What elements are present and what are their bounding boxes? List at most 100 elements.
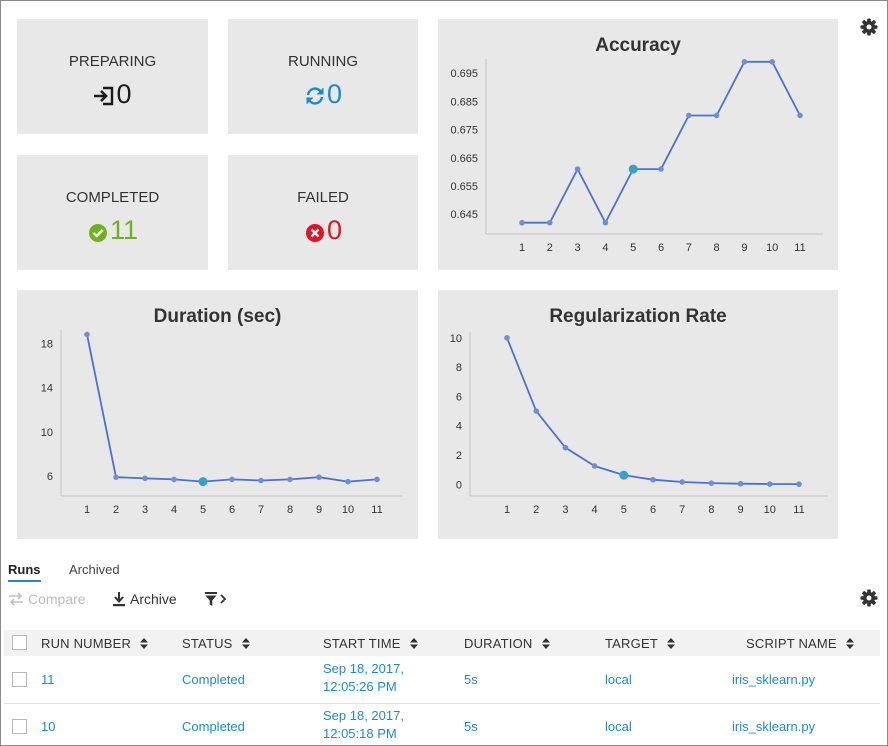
data-point[interactable] [658,166,664,172]
data-point[interactable] [519,219,525,226]
running-label: RUNNING [288,53,358,70]
tab-archived[interactable]: Archived [69,562,120,577]
series-line [522,60,801,225]
x-tick-label: 4 [602,242,608,254]
data-point[interactable] [619,470,629,480]
preparing-count: 0 [116,79,132,109]
data-point[interactable] [797,112,803,119]
sort-icon [140,638,149,649]
script-name-link[interactable]: iris_sklearn.py [732,719,816,734]
header-script-name[interactable]: SCRIPT NAME [746,636,854,651]
failed-value-wrap: 0 [228,215,418,245]
status-link[interactable]: Completed [182,719,245,734]
archive-button[interactable]: Archive [112,591,177,607]
sort-icon [241,638,250,649]
data-point[interactable] [591,463,598,469]
start-time-link[interactable]: Sep 18, 2017, 12:05:26 PM [323,660,404,696]
data-point[interactable] [628,164,638,174]
x-tick-label: 11 [793,504,804,516]
data-point[interactable] [547,219,553,226]
duration-link[interactable]: 5s [464,719,478,734]
data-point[interactable] [767,481,773,487]
data-point[interactable] [316,474,322,480]
filter-icon [205,592,227,606]
data-point[interactable] [602,219,609,226]
data-point[interactable] [287,476,293,483]
status-link[interactable]: Completed [182,672,245,687]
data-point[interactable] [229,476,235,483]
data-point[interactable] [562,444,569,451]
data-point[interactable] [171,476,177,483]
data-point[interactable] [737,480,744,487]
failed-count: 0 [326,215,343,245]
header-duration[interactable]: DURATION [464,636,550,651]
target-link[interactable]: local [605,672,632,687]
y-tick-label: 18 [41,338,53,350]
data-point[interactable] [533,408,539,414]
data-point[interactable] [679,479,685,485]
data-point[interactable] [686,112,692,119]
x-tick-label: 8 [287,504,293,516]
data-point[interactable] [650,476,656,483]
data-point[interactable] [258,477,264,484]
accuracy-chart: Accuracy 0.645 0.655 0.665 0.675 0.685 0.695 1 2… [450,35,823,254]
header-target[interactable]: TARGET [605,636,675,651]
data-point[interactable] [796,481,802,487]
data-point[interactable] [345,478,351,485]
running-count: 0 [326,79,343,109]
run-number-link[interactable]: 11 [41,672,55,687]
x-tick-label: 10 [764,504,776,516]
chart-title: Accuracy [595,35,681,56]
data-point[interactable] [198,477,208,487]
y-tick-label: 0.675 [450,125,478,137]
header-run-number[interactable]: RUN NUMBER [41,636,149,651]
duration-link[interactable]: 5s [464,672,478,687]
header-status[interactable]: STATUS [182,636,250,651]
x-tick-label: 6 [650,504,656,516]
sort-icon [409,638,418,649]
start-clock-text: 12:05:18 PM [323,726,397,741]
header-duration-label: DURATION [464,636,533,651]
run-number-link[interactable]: 10 [41,719,56,734]
data-point[interactable] [574,166,581,172]
data-point[interactable] [374,476,380,483]
running-value-wrap: 0 [228,79,418,109]
header-start-time-label: START TIME [323,636,401,651]
data-point[interactable] [708,480,715,486]
x-tick-label: 1 [84,504,90,516]
archive-label: Archive [130,591,177,607]
data-point[interactable] [713,112,720,119]
row-checkbox[interactable] [12,672,27,687]
y-tick-label: 6 [47,471,53,483]
data-point[interactable] [741,59,748,65]
script-name-link[interactable]: iris_sklearn.py [732,672,816,687]
x-tick-label: 7 [679,504,685,516]
data-point[interactable] [84,331,90,338]
y-tick-label: 0.665 [450,153,478,165]
header-start-time[interactable]: START TIME [323,636,418,651]
x-tick-label: 3 [142,504,148,516]
y-tick-label: 0.645 [450,209,478,221]
data-point[interactable] [504,335,510,341]
x-tick-label: 3 [575,242,581,254]
runs-table-header: RUN NUMBER STATUS START TIME DURATION TA… [4,630,880,656]
x-tick-label: 2 [547,242,553,254]
data-point[interactable] [113,474,119,480]
gear-icon [860,18,878,36]
sign-in-icon [94,86,114,106]
filter-button[interactable] [204,591,232,607]
select-all-checkbox[interactable] [12,635,27,650]
runs-settings-button[interactable] [860,589,878,612]
compare-button[interactable]: Compare [8,591,86,607]
tab-runs[interactable]: Runs [8,562,41,582]
target-link[interactable]: local [605,719,632,734]
dashboard-settings-button[interactable] [860,18,878,41]
preparing-value-wrap: 0 [17,79,208,109]
y-tick-label: 10 [41,427,53,439]
data-point[interactable] [769,59,775,65]
row-checkbox[interactable] [12,719,27,734]
data-point[interactable] [142,475,148,482]
start-time-link[interactable]: Sep 18, 2017, 12:05:18 PM [323,707,404,743]
regularization-chart-tile: Regularization Rate 0 2 4 6 8 10 1 2 3 4 5 6 7 8 9 10 11 [438,290,838,539]
